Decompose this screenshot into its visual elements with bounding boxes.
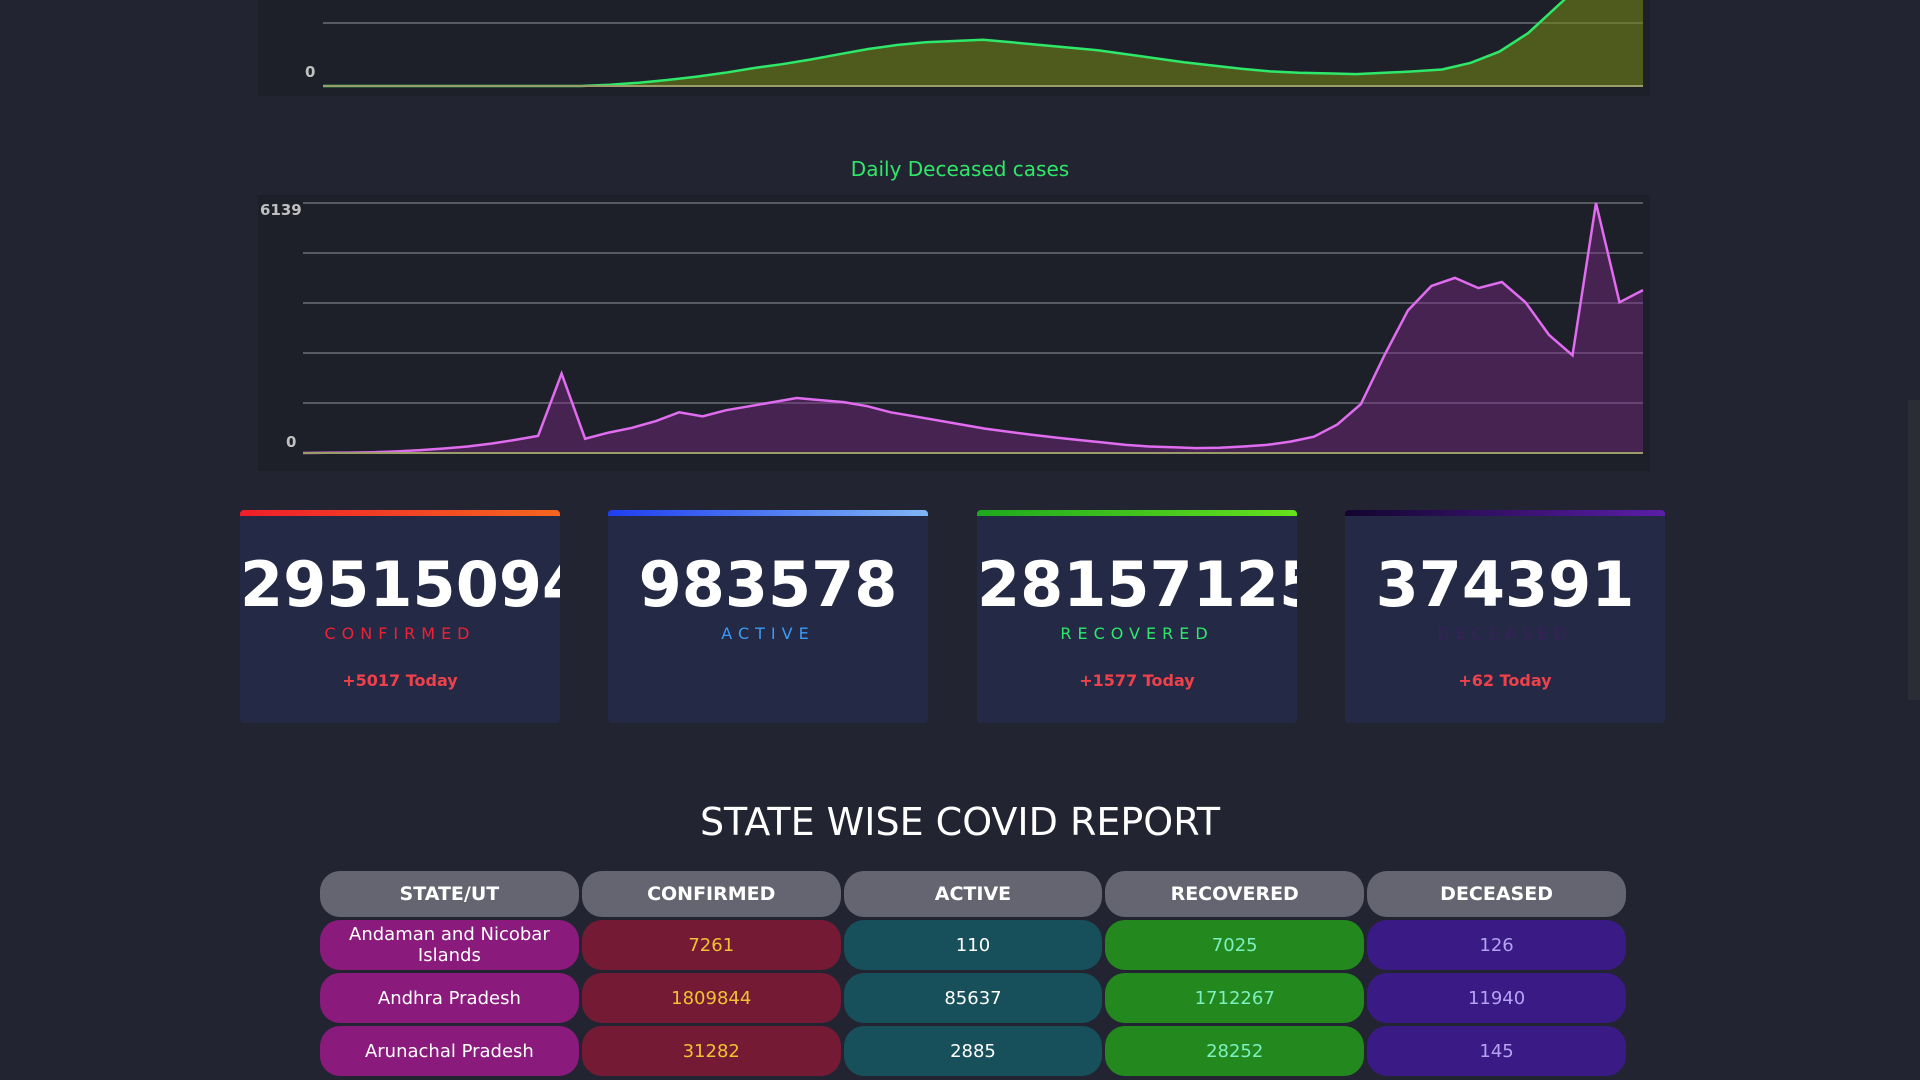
active-label: ACTIVE <box>721 624 815 643</box>
report-title: STATE WISE COVID REPORT <box>699 800 1221 844</box>
deceased-chart-svg: 6139 0 <box>260 201 1644 455</box>
daily-confirmed-chart: 0 <box>258 0 1650 96</box>
recovered-label: RECOVERED <box>1060 624 1214 643</box>
confirmed-label: CONFIRMED <box>324 624 476 643</box>
confirmed-y-min-label: 0 <box>305 63 315 81</box>
confirmed-cell: 7261 <box>581 920 841 970</box>
confirmed-cell: 31282 <box>581 1026 841 1076</box>
active-cell: 2885 <box>843 1026 1103 1076</box>
state-report-table: STATE/UT CONFIRMED ACTIVE RECOVERED DECE… <box>317 868 1629 1079</box>
series-area <box>323 0 1643 86</box>
table-row[interactable]: Andaman and Nicobar Islands 7261 110 702… <box>320 920 1626 970</box>
recovered-cell: 28252 <box>1105 1026 1365 1076</box>
recovered-count: 28157125 <box>977 548 1297 621</box>
active-cell: 110 <box>843 920 1103 970</box>
deceased-card-bar <box>1345 510 1665 516</box>
table-header-row: STATE/UT CONFIRMED ACTIVE RECOVERED DECE… <box>320 871 1626 917</box>
deceased-card: 374391 DECEASED +62 Today <box>1345 510 1665 723</box>
recovered-today: +1577 Today <box>1079 671 1195 690</box>
active-card-bar <box>608 510 928 516</box>
active-card: 983578 ACTIVE <box>608 510 928 723</box>
page-scrollbar[interactable] <box>1908 400 1920 700</box>
deceased-chart-title: Daily Deceased cases <box>850 157 1070 181</box>
recovered-card: 28157125 RECOVERED +1577 Today <box>977 510 1297 723</box>
confirmed-card: 29515094 CONFIRMED +5017 Today <box>240 510 560 723</box>
state-cell: Andhra Pradesh <box>320 973 579 1023</box>
deceased-cell: 11940 <box>1367 973 1626 1023</box>
header-confirmed[interactable]: CONFIRMED <box>581 871 841 917</box>
series-line <box>302 202 1644 455</box>
active-count: 983578 <box>638 548 898 621</box>
active-cell: 85637 <box>843 973 1103 1023</box>
deceased-y-max-label: 6139 <box>260 201 302 219</box>
confirmed-chart-svg: 0 <box>305 0 1643 88</box>
header-state[interactable]: STATE/UT <box>320 871 579 917</box>
recovered-cell: 1712267 <box>1105 973 1365 1023</box>
confirmed-card-bar <box>240 510 560 516</box>
deceased-count: 374391 <box>1375 548 1635 621</box>
series-area <box>303 203 1643 453</box>
state-cell: Andaman and Nicobar Islands <box>320 920 579 970</box>
header-deceased[interactable]: DECEASED <box>1367 871 1626 917</box>
table-row[interactable]: Arunachal Pradesh 31282 2885 28252 145 <box>320 1026 1626 1076</box>
table-row[interactable]: Andhra Pradesh 1809844 85637 1712267 119… <box>320 973 1626 1023</box>
recovered-cell: 7025 <box>1105 920 1365 970</box>
recovered-card-bar <box>977 510 1297 516</box>
header-active[interactable]: ACTIVE <box>843 871 1103 917</box>
deceased-label: DECEASED <box>1437 624 1573 643</box>
confirmed-cell: 1809844 <box>581 973 841 1023</box>
deceased-cell: 126 <box>1367 920 1626 970</box>
header-recovered[interactable]: RECOVERED <box>1105 871 1365 917</box>
deceased-y-min-label: 0 <box>286 433 296 451</box>
deceased-cell: 145 <box>1367 1026 1626 1076</box>
daily-deceased-chart: 6139 0 <box>258 195 1650 471</box>
deceased-today: +62 Today <box>1458 671 1552 690</box>
confirmed-count: 29515094 <box>240 548 560 621</box>
state-cell: Arunachal Pradesh <box>320 1026 579 1076</box>
confirmed-today: +5017 Today <box>342 671 458 690</box>
